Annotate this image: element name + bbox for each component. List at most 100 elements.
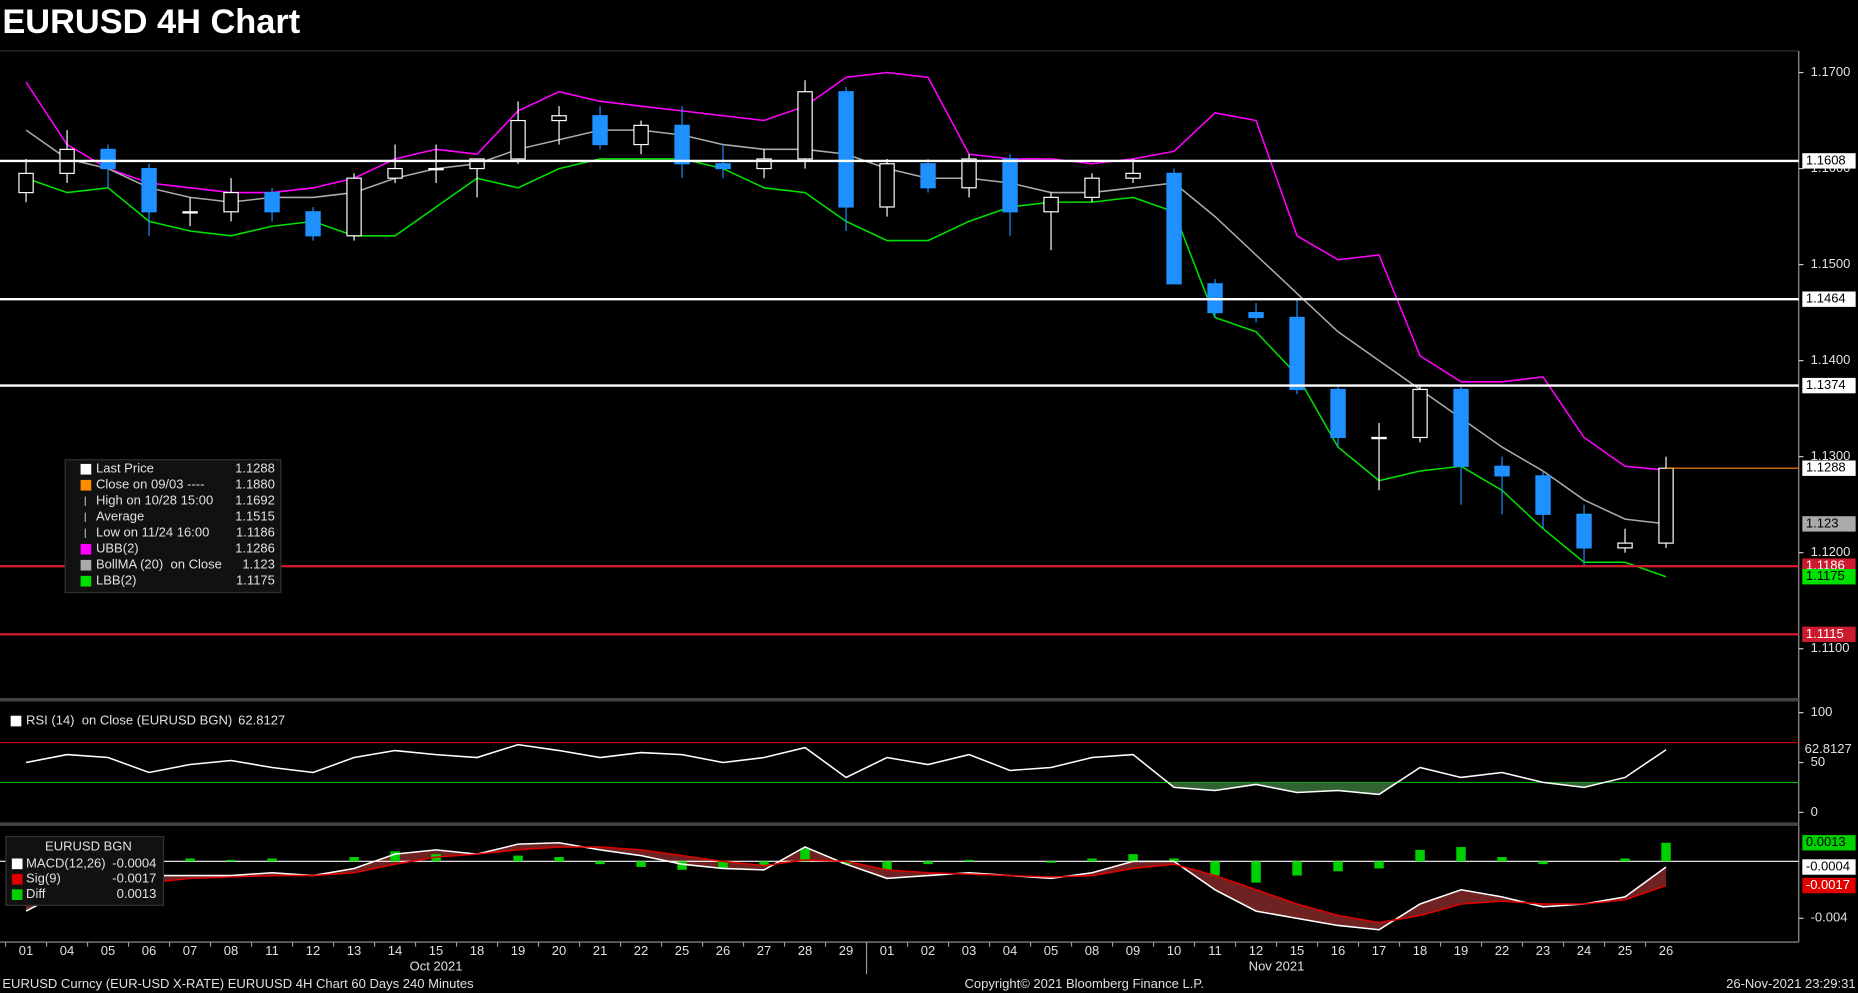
x-tick-label: 16: [1331, 943, 1345, 958]
bar: [964, 859, 974, 862]
series-last-label-box: [1802, 569, 1856, 585]
x-tick-label: 19: [1454, 943, 1468, 958]
x-tick-label: 05: [101, 943, 115, 958]
candle-body: [18, 172, 34, 194]
x-tick-label: 15: [1290, 943, 1304, 958]
candle-body: [264, 191, 280, 213]
series-line: [25, 846, 1667, 924]
level-label-box: [1802, 153, 1856, 169]
x-tick-label: 03: [962, 943, 976, 958]
candle-body: [674, 124, 690, 165]
legend-value: 1.1515: [235, 509, 275, 524]
bar: [636, 861, 646, 867]
y-tick-label: 50: [1811, 754, 1825, 769]
legend-label: UBB(2): [96, 541, 139, 556]
legend-label: MACD(12,26): [26, 855, 106, 870]
x-tick-label: 18: [1413, 943, 1427, 958]
x-tick-label: 12: [1249, 943, 1263, 958]
y-tick-label: 1.1500: [1811, 256, 1851, 271]
bar: [1538, 861, 1548, 865]
level-label: 1.1608: [1806, 152, 1846, 167]
legend-value: 1.1880: [235, 477, 275, 492]
separator: [0, 697, 1799, 702]
legend-swatch: [80, 575, 92, 587]
candle-body: [551, 115, 567, 122]
candle-body: [1002, 158, 1018, 213]
bar: [595, 861, 605, 865]
candle-body: [920, 163, 936, 189]
level-label-box: [1802, 291, 1856, 307]
x-tick-label: 18: [470, 943, 484, 958]
legend-value: 1.1288: [235, 461, 275, 476]
candle-body: [1330, 388, 1346, 439]
bar: [1292, 861, 1302, 876]
candle-body: [1453, 388, 1469, 467]
level-label: 1.1115: [1806, 626, 1844, 641]
candle-body: [1084, 177, 1100, 198]
legend-label: RSI (14) on Close (EURUSD BGN): [26, 713, 232, 728]
x-tick-label: 26: [1659, 943, 1673, 958]
legend-swatch: [10, 715, 22, 727]
y-tick-label: 1.1400: [1811, 352, 1851, 367]
series-line: [25, 71, 1667, 471]
legend-value: 1.1175: [236, 573, 275, 588]
x-tick-label: 22: [1495, 943, 1509, 958]
x-tick-label: 23: [1536, 943, 1550, 958]
legend-label: Diff: [26, 886, 46, 901]
level-label-box: [1802, 626, 1856, 643]
last-value-label: -0.0004: [1806, 858, 1850, 873]
candle-body: [756, 158, 772, 170]
bar: [390, 851, 400, 862]
last-value-label: 0.0013: [1806, 834, 1846, 849]
legend-label: Low on 11/24 16:00: [96, 525, 209, 540]
bar: [1415, 849, 1425, 862]
candle-body: [100, 148, 116, 170]
candle-body: [838, 91, 854, 208]
last-price-label: 1.1288: [1806, 460, 1846, 475]
x-tick-label: 06: [142, 943, 156, 958]
legend-value: -0.0017: [112, 871, 156, 886]
legend: RSI (14) on Close (EURUSD BGN) 62.8127: [26, 713, 285, 728]
bar: [1210, 861, 1220, 876]
legend-label: LBB(2): [96, 573, 137, 588]
legend-swatch: [80, 463, 92, 475]
candle-body: [1617, 542, 1633, 549]
legend-label: High on 10/28 15:00: [96, 493, 213, 508]
x-tick-label: 15: [429, 943, 443, 958]
candle-body: [346, 177, 362, 237]
level-label-box: [1802, 377, 1856, 394]
x-tick-label: 09: [1126, 943, 1140, 958]
legend-value: 1.1692: [235, 493, 275, 508]
bar: [1497, 857, 1507, 862]
legend-swatch: [11, 858, 23, 870]
x-tick-label: 19: [511, 943, 525, 958]
month-label: Oct 2021: [410, 958, 463, 973]
series-last-label: 1.1175: [1806, 568, 1845, 583]
series-last-label-box: [1802, 516, 1856, 532]
x-tick-label: 11: [1208, 943, 1222, 958]
bar: [1046, 861, 1056, 863]
x-tick-label: 04: [1003, 943, 1017, 958]
candle-body: [223, 191, 239, 213]
candle-body: [1658, 467, 1674, 544]
bar: [800, 848, 810, 862]
x-tick-label: 08: [224, 943, 238, 958]
bar: [1661, 842, 1671, 862]
bar: [1169, 858, 1179, 862]
bar: [718, 861, 728, 869]
x-tick-label: 14: [388, 943, 402, 958]
x-tick-label: 26: [716, 943, 730, 958]
x-tick-label: 13: [347, 943, 361, 958]
chart-title: EURUSD 4H Chart: [2, 3, 300, 41]
legend-box: [5, 835, 165, 906]
bar: [1333, 861, 1343, 872]
bar: [759, 861, 769, 866]
candle-body: [1248, 312, 1264, 319]
candle-body: [1043, 196, 1059, 213]
candle-body: [1535, 475, 1551, 515]
candle-body: [633, 124, 649, 146]
legend-value: 1.1186: [236, 525, 275, 540]
y-tick-label: 100: [1811, 704, 1833, 719]
y-tick-label: 0: [1811, 804, 1818, 819]
